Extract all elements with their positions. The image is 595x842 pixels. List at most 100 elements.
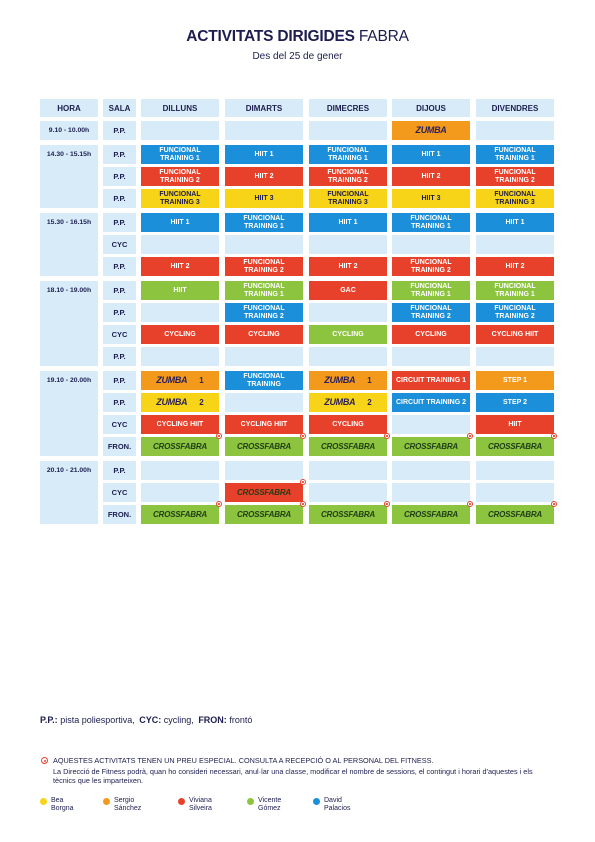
abbreviation-meaning: cycling, [163, 715, 194, 725]
room-cell: FRON. [103, 505, 136, 524]
class-cell: CROSSFABRA [225, 501, 306, 524]
room-cell: CYC [103, 325, 136, 344]
empty-cell [141, 347, 219, 366]
class-cell: ZUMBA [392, 121, 470, 140]
class-name: HIIT 1 [421, 150, 441, 158]
class-logo: CROSSFABRA [236, 509, 291, 519]
class-logo: ZUMBA [415, 124, 447, 135]
class-cell: FUNCIONAL TRAINING 3 [141, 189, 219, 208]
instructor-dot [313, 798, 320, 805]
class-cell: CYCLING [392, 325, 470, 344]
time-label: 19.10 - 20.00h [46, 377, 92, 384]
class-name: FUNCIONAL TRAINING 2 [243, 305, 285, 320]
title: ACTIVITATS DIRIGIDES FABRA [0, 28, 595, 46]
instructor-first-name: Bea [51, 797, 64, 804]
class-cell: FUNCIONAL TRAINING [225, 371, 303, 390]
room-cell: FRON. [103, 437, 136, 456]
room-cell: P.P. [103, 281, 136, 300]
instructor-last-name: Borgna [51, 805, 74, 812]
class-cell: FUNCIONAL TRAINING 1 [476, 145, 554, 164]
class-cell: CROSSFABRA [225, 479, 306, 502]
room-cell: P.P. [103, 213, 136, 232]
class-name: CYCLING HIIT [240, 420, 288, 428]
empty-cell [476, 121, 554, 140]
class-name: FUNCIONAL TRAINING 3 [494, 191, 536, 206]
class-cell: CROSSFABRA [476, 501, 557, 524]
class-cell: FUNCIONAL TRAINING 2 [225, 257, 303, 276]
class-cell: CROSSFABRA [309, 433, 390, 456]
class-logo: CROSSFABRA [403, 509, 458, 519]
class-cell: CROSSFABRA [141, 501, 222, 524]
special-icon [551, 501, 557, 507]
class-cell: CYCLING [309, 415, 387, 434]
empty-cell [141, 235, 219, 254]
instructor-first-name: Viviana [189, 797, 212, 804]
room-cell: CYC [103, 415, 136, 434]
class-name: FUNCIONAL TRAINING 2 [410, 259, 452, 274]
class-name: STEP 1 [503, 376, 527, 384]
class-cell: CYCLING [309, 325, 387, 344]
empty-cell [392, 347, 470, 366]
instructor-name: David Palacios [324, 797, 350, 813]
class-name: FUNCIONAL TRAINING 1 [410, 215, 452, 230]
column-header: SALA [103, 99, 136, 117]
class-logo: CROSSFABRA [487, 509, 542, 519]
class-name: FUNCIONAL TRAINING 1 [494, 283, 536, 298]
time-label: 15.30 - 16.15h [46, 219, 92, 226]
column-header: HORA [40, 99, 98, 117]
special-icon [216, 433, 222, 439]
instructor-first-name: Sergio [114, 797, 135, 804]
class-logo: CROSSFABRA [320, 509, 375, 519]
class-cell: FUNCIONAL TRAINING 1 [392, 281, 470, 300]
column-header: DIMARTS [225, 99, 303, 117]
empty-cell [225, 393, 303, 412]
empty-cell [476, 347, 554, 366]
class-name: FUNCIONAL TRAINING 2 [410, 305, 452, 320]
instructor-dot [178, 798, 185, 805]
class-cell: CIRCUIT TRAINING 1 [392, 371, 470, 390]
empty-cell [392, 483, 470, 502]
class-cell: STEP 1 [476, 371, 554, 390]
abbreviation: FRON: [198, 715, 227, 725]
special-icon [300, 433, 306, 439]
class-name: HIIT 3 [421, 194, 441, 202]
empty-cell [309, 303, 387, 322]
instructor-dot [40, 798, 47, 805]
class-cell: GAC [309, 281, 387, 300]
class-cell: FUNCIONAL TRAINING 2 [476, 167, 554, 186]
class-logo: ZUMBA [156, 396, 188, 407]
room-cell: P.P. [103, 167, 136, 186]
class-name: FUNCIONAL TRAINING [243, 373, 285, 388]
class-name: HIIT 2 [170, 262, 190, 270]
room-cell: CYC [103, 235, 136, 254]
time-label: 20.10 - 21.00h [46, 467, 92, 474]
room-cell: CYC [103, 483, 136, 502]
instructor-name: Sergio Sánchez [114, 797, 141, 813]
class-cell: HIIT 1 [225, 145, 303, 164]
column-header: DIVENDRES [476, 99, 554, 117]
class-name: HIIT 1 [254, 150, 274, 158]
empty-cell [225, 121, 303, 140]
class-cell: CROSSFABRA [225, 433, 306, 456]
class-cell: CYCLING [225, 325, 303, 344]
class-cell: FUNCIONAL TRAINING 2 [309, 167, 387, 186]
instructor-first-name: Vicente [258, 797, 282, 804]
class-cell: ZUMBA 2 [141, 393, 219, 412]
class-name: HIIT 3 [254, 194, 274, 202]
instructor-name: Bea Borgna [51, 797, 74, 813]
instructor-name: Viviana Silveira [189, 797, 212, 813]
class-name: HIIT 2 [505, 262, 525, 270]
special-icon [384, 501, 390, 507]
class-cell: HIIT 2 [392, 167, 470, 186]
instructor-last-name: Silveira [189, 805, 212, 812]
time-label: 14.30 - 15.15h [46, 151, 92, 158]
class-cell: STEP 2 [476, 393, 554, 412]
class-cell: HIIT [476, 415, 554, 434]
time-cell: 14.30 - 15.15h [40, 145, 98, 208]
class-name: FUNCIONAL TRAINING 1 [159, 147, 201, 162]
abbreviations: P.P.: pista poliesportiva, CYC: cycling,… [40, 715, 254, 725]
class-cell: FUNCIONAL TRAINING 2 [392, 257, 470, 276]
class-cell: FUNCIONAL TRAINING 1 [476, 281, 554, 300]
empty-cell [476, 483, 554, 502]
time-cell: 20.10 - 21.00h [40, 461, 98, 524]
